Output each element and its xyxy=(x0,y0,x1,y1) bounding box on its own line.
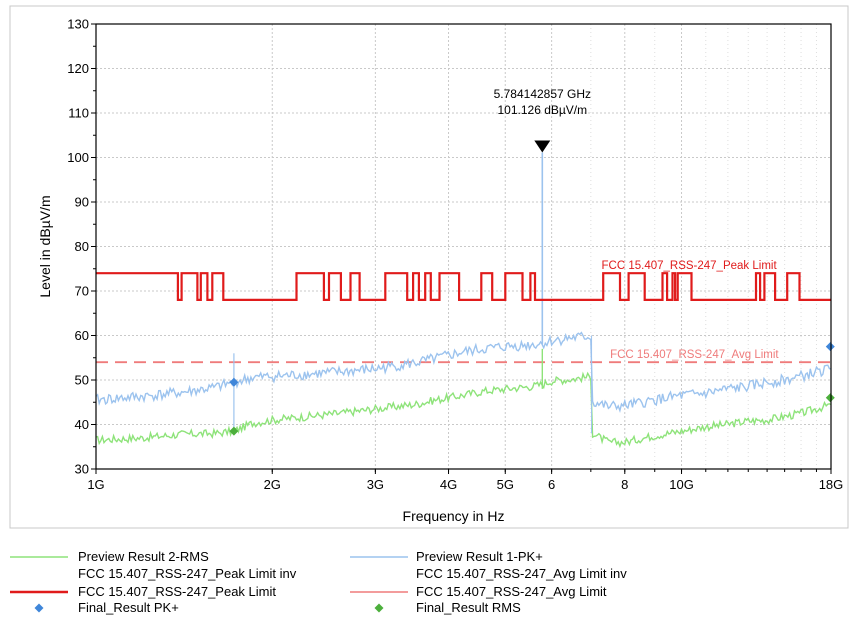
legend-label: FCC 15.407_RSS-247_Peak Limit inv xyxy=(78,566,297,581)
x-tick-label: 18G xyxy=(819,477,844,492)
final-rms-point xyxy=(825,393,835,403)
rms-trace xyxy=(95,371,832,449)
peak-limit-label: FCC 15.407_RSS-247_Peak Limit xyxy=(602,260,778,272)
y-tick-label: 80 xyxy=(75,239,89,254)
plot-area: FCC 15.407_RSS-247_Peak Limit FCC 15.407_… xyxy=(95,152,835,449)
legend-swatch xyxy=(34,603,44,613)
final-rms-point xyxy=(229,426,239,436)
y-tick-label: 30 xyxy=(75,462,89,477)
legend-label: Final_Result PK+ xyxy=(78,600,179,615)
marker-triangle xyxy=(534,140,551,153)
legend-label: Preview Result 2-RMS xyxy=(78,549,209,564)
axes: 30 40 50 60 70 80 90 100 110 120 130 1G 2G 3G 4G 5G 6 8 10… xyxy=(37,17,843,525)
y-tick-label: 50 xyxy=(75,373,89,388)
peak-marker: 5.784142857 GHz 101.126 dBµV/m xyxy=(494,87,591,153)
x-tick-label: 10G xyxy=(669,477,694,492)
x-tick-label: 3G xyxy=(367,477,384,492)
x-tick-label: 8 xyxy=(621,477,628,492)
final-pk-point xyxy=(229,377,239,387)
legend-swatch xyxy=(374,603,384,613)
x-tick-label: 2G xyxy=(264,477,281,492)
avg-limit-label: FCC 15.407_RSS-247_Avg Limit xyxy=(610,349,779,361)
y-tick-label: 70 xyxy=(75,284,89,299)
x-tick-label: 6 xyxy=(548,477,555,492)
marker-level-label: 101.126 dBµV/m xyxy=(497,103,587,117)
pk-trace xyxy=(95,331,832,414)
legend-label: FCC 15.407_RSS-247_Peak Limit xyxy=(78,584,276,599)
final-pk-point xyxy=(825,342,835,352)
peak-limit-line xyxy=(96,272,831,301)
legend: Preview Result 2-RMS Preview Result 1-PK+… xyxy=(10,549,627,615)
x-tick-label: 5G xyxy=(497,477,514,492)
y-tick-label: 40 xyxy=(75,417,89,432)
y-tick-label: 60 xyxy=(75,328,89,343)
y-tick-label: 90 xyxy=(75,195,89,210)
legend-label: Preview Result 1-PK+ xyxy=(416,549,543,564)
y-tick-label: 120 xyxy=(67,61,89,76)
y-tick-label: 130 xyxy=(67,17,89,32)
x-tick-label: 1G xyxy=(87,477,104,492)
y-axis-title: Level in dBµV/m xyxy=(37,195,53,297)
y-tick-label: 110 xyxy=(68,106,89,121)
marker-frequency-label: 5.784142857 GHz xyxy=(494,87,591,101)
chart-frame xyxy=(9,5,849,529)
y-tick-label: 100 xyxy=(67,150,89,165)
legend-label: Final_Result RMS xyxy=(416,600,521,615)
x-axis-title: Frequency in Hz xyxy=(403,508,505,524)
x-tick-label: 4G xyxy=(440,477,457,492)
legend-label: FCC 15.407_RSS-247_Avg Limit xyxy=(416,584,607,599)
legend-label: FCC 15.407_RSS-247_Avg Limit inv xyxy=(416,566,627,581)
